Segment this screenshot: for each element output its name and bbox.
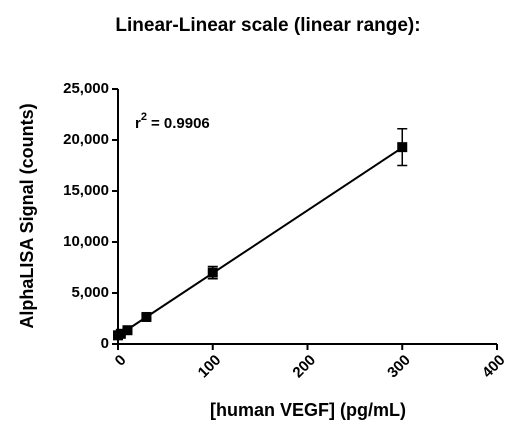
point: [115, 328, 126, 339]
annotation: r2 = 0.9906: [135, 111, 210, 132]
y-tick-label: 15,000: [63, 182, 109, 199]
y-tick-label: 5,000: [71, 284, 109, 301]
x-tick-label: 400: [479, 352, 507, 382]
point: [122, 325, 133, 336]
x-tick-label: 300: [384, 352, 414, 382]
y-axis-label: AlphaLISA Signal (counts): [17, 103, 37, 328]
chart-title: Linear-Linear scale (linear range):: [115, 15, 420, 36]
point: [207, 267, 218, 278]
point: [141, 311, 152, 322]
x-tick-label: 0: [112, 352, 130, 370]
x-tick-label: 200: [289, 352, 319, 382]
y-tick-label: 20,000: [63, 131, 109, 148]
annotation-superscript: 2: [141, 111, 147, 123]
x-axis-label: [human VEGF] (pg/mL): [210, 400, 406, 420]
y-tick-label: 10,000: [63, 233, 109, 250]
y-tick-label: 25,000: [63, 80, 109, 97]
y-tick-label: 0: [101, 335, 109, 352]
fit-line: [117, 146, 403, 337]
annotation-base: r: [135, 115, 141, 132]
annotation-text: = 0.9906: [151, 115, 210, 132]
point: [397, 142, 408, 153]
x-tick-label: 100: [195, 352, 225, 382]
